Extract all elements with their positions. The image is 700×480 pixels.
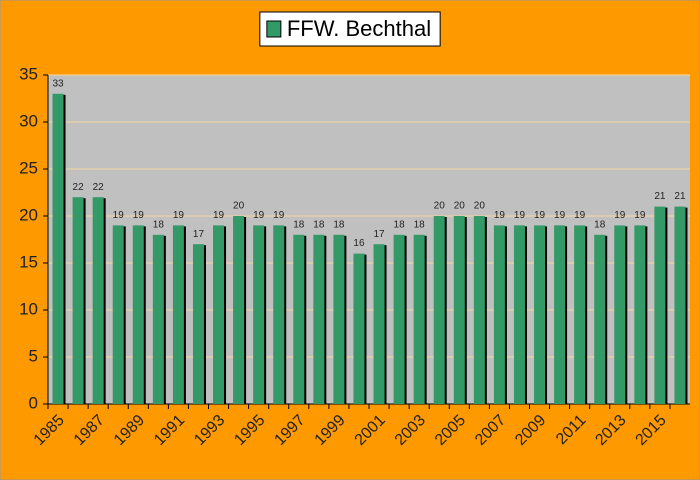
data-label: 19	[173, 210, 185, 221]
data-label: 20	[233, 201, 245, 212]
bar	[192, 244, 204, 404]
bar	[253, 225, 265, 404]
bar	[333, 234, 345, 404]
data-label: 20	[434, 201, 446, 212]
bar	[92, 197, 104, 404]
bar	[353, 253, 365, 404]
data-label: 19	[634, 210, 646, 221]
data-label: 19	[494, 210, 506, 221]
y-tick-label: 0	[29, 393, 38, 412]
bar	[433, 216, 445, 404]
legend-swatch	[266, 20, 282, 38]
data-label: 19	[253, 210, 265, 221]
bar	[373, 244, 385, 404]
bar	[152, 234, 164, 404]
data-label: 21	[654, 191, 666, 202]
data-label: 18	[394, 219, 406, 230]
bar	[614, 225, 626, 404]
bar	[473, 216, 485, 404]
y-tick-label: 20	[19, 205, 38, 224]
data-label: 19	[273, 210, 285, 221]
data-label: 33	[52, 78, 64, 89]
bar	[574, 225, 586, 404]
bar	[554, 225, 566, 404]
bar	[634, 225, 646, 404]
y-tick-label: 5	[29, 346, 38, 365]
bar	[112, 225, 124, 404]
bar	[594, 234, 606, 404]
data-label: 16	[353, 238, 365, 249]
data-label: 18	[414, 219, 426, 230]
bar	[393, 234, 405, 404]
data-label: 19	[554, 210, 566, 221]
y-tick-label: 10	[19, 299, 38, 318]
bar	[313, 234, 325, 404]
data-label: 19	[614, 210, 626, 221]
bar	[674, 206, 686, 404]
bar	[72, 197, 84, 404]
bar	[413, 234, 425, 404]
data-label: 19	[133, 210, 145, 221]
y-tick-label: 35	[19, 64, 38, 83]
bar	[233, 216, 245, 404]
data-label: 19	[514, 210, 526, 221]
data-label: 18	[293, 219, 305, 230]
data-label: 17	[193, 229, 205, 240]
y-tick-label: 25	[19, 158, 38, 177]
bar	[534, 225, 546, 404]
bar	[273, 225, 285, 404]
data-label: 21	[674, 191, 686, 202]
data-label: 18	[153, 219, 165, 230]
legend-box	[259, 11, 441, 47]
bar	[172, 225, 184, 404]
legend-label: FFW. Bechthal	[287, 16, 431, 41]
data-label: 19	[574, 210, 586, 221]
data-label: 19	[213, 210, 225, 221]
data-label: 18	[333, 219, 345, 230]
y-tick-label: 30	[19, 111, 38, 130]
bar	[132, 225, 144, 404]
bar	[293, 234, 305, 404]
bar	[493, 225, 505, 404]
data-label: 19	[113, 210, 125, 221]
bar	[513, 225, 525, 404]
data-label: 20	[474, 201, 486, 212]
data-label: 20	[454, 201, 466, 212]
y-tick-label: 15	[19, 252, 38, 271]
data-label: 22	[93, 182, 105, 193]
data-label: 18	[594, 219, 606, 230]
bar	[52, 93, 64, 405]
bar	[654, 206, 666, 404]
bar	[453, 216, 465, 404]
data-label: 19	[534, 210, 546, 221]
data-label: 17	[373, 229, 385, 240]
bar	[213, 225, 225, 404]
data-label: 18	[313, 219, 325, 230]
data-label: 22	[73, 182, 85, 193]
